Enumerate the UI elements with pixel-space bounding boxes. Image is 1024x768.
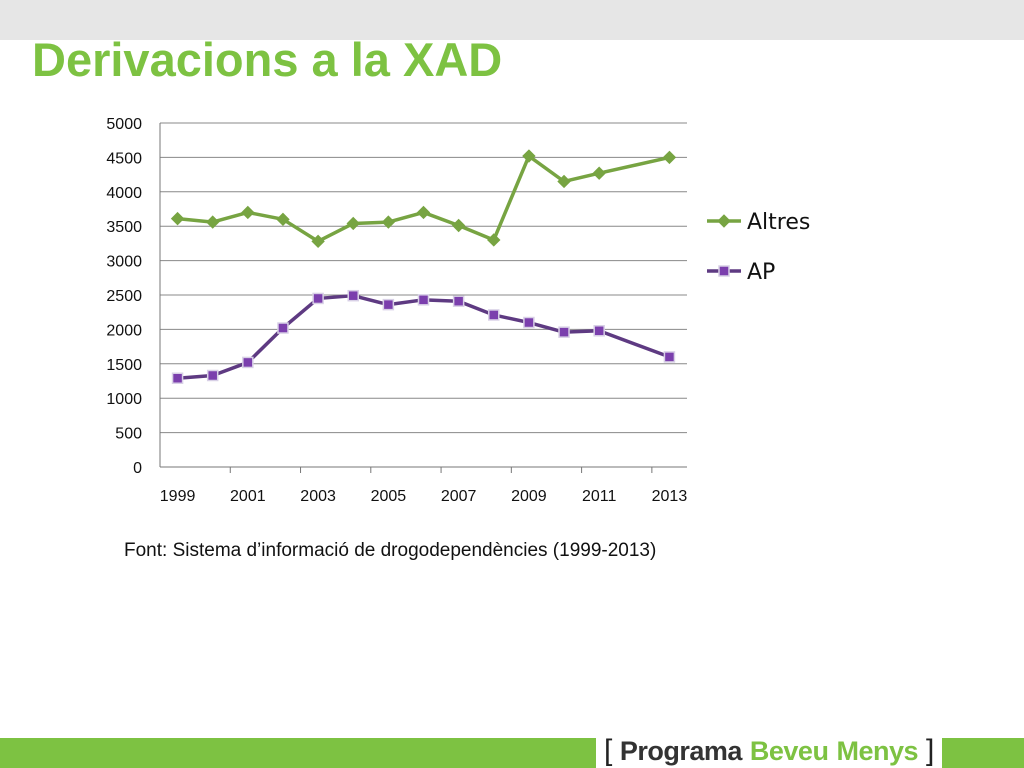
data-point-ap-2002 <box>277 322 289 334</box>
y-tick-label-2000: 2000 <box>106 322 142 339</box>
data-point-altres-2000 <box>205 215 220 229</box>
logo-close-bracket: ] <box>926 734 934 767</box>
y-tick-label-4000: 4000 <box>106 185 142 202</box>
logo-word-programa: Programa <box>619 735 743 766</box>
logo-word-beveu: Beveu <box>749 735 829 766</box>
y-tick-label-500: 500 <box>115 426 142 443</box>
x-tick-label-2001: 2001 <box>230 488 266 505</box>
y-tick-label-2500: 2500 <box>106 288 142 305</box>
data-point-altres-2006 <box>416 205 431 220</box>
data-point-ap-2006 <box>417 294 430 306</box>
y-tick-label-5000: 5000 <box>106 116 142 133</box>
data-point-ap-2008 <box>488 309 500 321</box>
data-point-altres-2004 <box>346 216 360 231</box>
y-tick-label-3000: 3000 <box>106 254 142 271</box>
series-line-ap <box>177 293 671 380</box>
x-tick-label-2009: 2009 <box>511 488 547 505</box>
source-note: Font: Sistema d’informació de drogodepen… <box>124 540 657 561</box>
footer-logo: [ Programa Beveu Menys ] <box>596 734 942 768</box>
logo-open-bracket: [ <box>604 734 612 767</box>
data-point-ap-2005 <box>382 298 395 311</box>
series-line-altres <box>177 154 670 244</box>
slide-title: Derivacions a la XAD <box>32 33 503 86</box>
data-point-altres-2013 <box>662 150 677 165</box>
data-point-ap-2009 <box>523 316 535 329</box>
y-tick-label-3500: 3500 <box>106 219 142 236</box>
data-point-altres-2009 <box>522 149 536 163</box>
data-point-ap-2001 <box>242 356 254 369</box>
y-tick-label-4500: 4500 <box>106 150 142 167</box>
data-point-altres-2001 <box>241 205 255 220</box>
data-point-ap-2010 <box>558 326 570 338</box>
x-tick-label-2013: 2013 <box>652 488 688 505</box>
data-point-ap-2007 <box>452 295 465 307</box>
y-tick-label-0: 0 <box>133 460 142 477</box>
data-point-altres-2008 <box>487 233 501 247</box>
data-point-ap-2000 <box>206 369 219 382</box>
data-point-ap-2003 <box>312 292 324 305</box>
data-point-ap-1999 <box>171 372 184 384</box>
legend-marker-ap <box>718 265 730 277</box>
y-tick-label-1500: 1500 <box>106 357 142 374</box>
data-point-altres-2011 <box>592 166 606 180</box>
y-tick-label-1000: 1000 <box>106 391 142 408</box>
x-tick-label-1999: 1999 <box>160 488 196 505</box>
data-point-ap-2004 <box>347 289 359 302</box>
legend-label-altres: Altres <box>747 210 810 235</box>
data-point-ap-2013 <box>663 351 676 363</box>
top-band <box>0 0 1024 40</box>
data-point-ap-2011 <box>593 325 605 337</box>
x-tick-label-2003: 2003 <box>300 488 336 505</box>
x-tick-label-2005: 2005 <box>371 488 407 505</box>
legend-label-ap: AP <box>747 260 775 285</box>
legend-marker-altres <box>717 214 731 228</box>
data-point-altres-2005 <box>381 215 396 229</box>
data-point-altres-1999 <box>170 211 185 226</box>
x-tick-label-2011: 2011 <box>582 488 617 505</box>
data-point-altres-2007 <box>451 218 466 233</box>
logo-word-menys: Menys <box>836 735 918 766</box>
x-tick-label-2007: 2007 <box>441 488 477 505</box>
data-point-altres-2003 <box>311 234 325 249</box>
data-point-altres-2010 <box>557 174 571 189</box>
data-point-altres-2002 <box>276 212 290 227</box>
